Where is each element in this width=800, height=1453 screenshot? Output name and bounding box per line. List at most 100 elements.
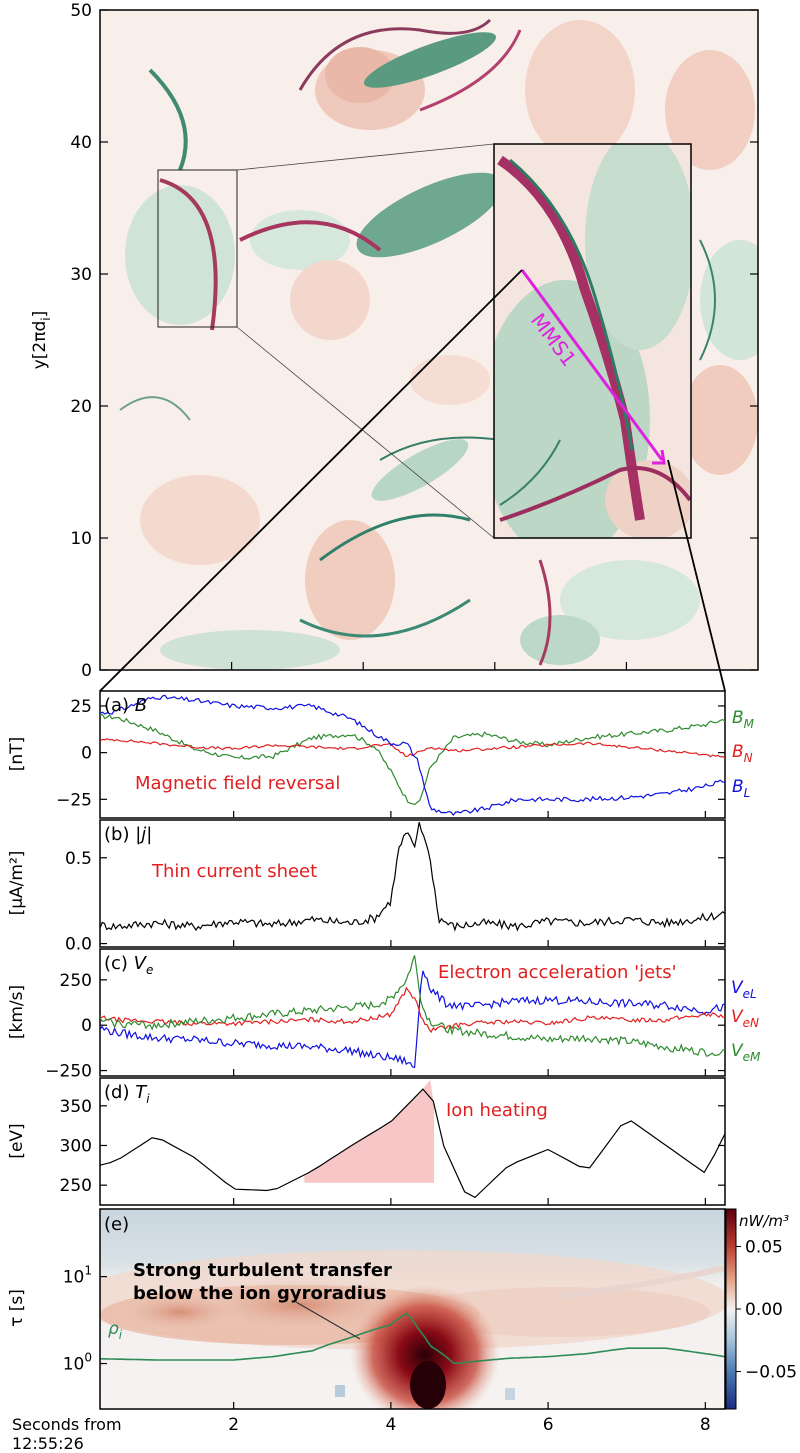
pink-structure <box>682 365 758 475</box>
ion-heating-fill <box>304 1079 435 1183</box>
green-structure <box>371 439 469 501</box>
panel-b-y-label: [μA/m²] <box>7 851 27 916</box>
y-tick-label: 250 <box>60 971 92 991</box>
zoom-inset: MMS1 <box>493 143 692 539</box>
top-y-axis-label: y[2πdi] <box>30 311 53 370</box>
panel-b-lines <box>100 821 725 932</box>
panel-b-title: (b) |j| <box>104 824 152 845</box>
panel-a-annotation: Magnetic field reversal <box>135 773 340 794</box>
simulation-panel: MMS1 0 10 20 30 40 50 y[2πdi] <box>30 1 759 692</box>
series-j-line <box>100 821 725 932</box>
panel-d-title: (d) Ti <box>104 1082 150 1106</box>
trajectory-arrowhead <box>652 449 666 465</box>
panel-c-title: (c) Ve <box>104 953 153 977</box>
rho-label: ρi <box>108 1319 123 1342</box>
panel-e: (e) Strong turbulent transfer below the … <box>7 1208 797 1410</box>
y-tick-label: 30 <box>70 265 92 285</box>
colorbar-tick-label: −0.05 <box>745 1363 797 1383</box>
pink-structure <box>140 475 260 565</box>
y-tick-label: −25 <box>56 790 92 810</box>
colorbar-ticks: 0.05 0.00 −0.05 <box>736 1238 797 1383</box>
y-tick-label: 300 <box>60 1136 92 1156</box>
panel-d-annotation: Ion heating <box>446 1100 548 1121</box>
x-tick-label: 4 <box>385 1415 396 1435</box>
y-tick-label: 0 <box>81 744 92 764</box>
green-structure <box>364 32 496 88</box>
current-sheet <box>148 68 188 171</box>
colorbar-unit: nW/m³ <box>739 1212 789 1230</box>
green-structure <box>125 185 235 325</box>
colorbar <box>725 1208 737 1410</box>
heatmap-blue-pixel <box>505 1388 515 1400</box>
panel-d-lines <box>100 1079 725 1199</box>
pink-structure <box>410 355 490 405</box>
panel-b-annotation: Thin current sheet <box>151 861 317 882</box>
pink-structure <box>665 50 755 170</box>
heatmap-hot-spot <box>350 1285 500 1409</box>
heatmap-ridge <box>559 1265 725 1299</box>
current-sheet <box>419 29 522 112</box>
x-axis-label-line2: 12:55:26 <box>12 1434 84 1453</box>
panel-a: (a) B Magnetic field reversal BM BN BL [… <box>7 690 755 819</box>
y-tick-label: 10 <box>70 529 92 549</box>
current-sheet <box>499 466 691 522</box>
series-BL-line <box>100 694 725 817</box>
current-sheet <box>319 513 471 562</box>
green-structure <box>700 240 758 360</box>
y-tick-label: 0.0 <box>65 935 92 955</box>
panel-a-legend-bn: BN <box>732 742 753 765</box>
panel-b-y-ticks: 0.5 0.0 <box>65 849 725 955</box>
panel-a-y-ticks: 25 0 −25 <box>56 697 725 810</box>
trajectory-arrow <box>520 269 664 461</box>
current-sheet <box>499 439 561 506</box>
pink-structure <box>305 520 395 640</box>
current-sheet <box>299 598 471 638</box>
panel-a-legend-bm: BM <box>732 708 755 731</box>
panel-e-heatmap <box>100 1250 725 1409</box>
panel-a-y-label: [nT] <box>7 737 27 771</box>
y-tick-exponent: 1 <box>84 1264 92 1278</box>
zoom-selection-box <box>157 169 238 328</box>
zoom-inset-frame <box>493 143 692 539</box>
panel-c-lines <box>100 955 725 1069</box>
current-sheet <box>159 178 218 331</box>
panel-a-title: (a) B <box>104 695 147 716</box>
current-sheet <box>239 220 382 252</box>
panel-e-y-label: τ [s] <box>7 1289 27 1327</box>
y-tick-label: 101 <box>63 1264 92 1288</box>
current-sheet <box>699 239 716 361</box>
y-tick-label: 350 <box>60 1097 92 1117</box>
panel-e-annotation-line2: below the ion gyroradius <box>133 1283 387 1304</box>
panel-e-annotation-line1: Strong turbulent transfer <box>133 1260 392 1281</box>
panel-c-legend-ven: VeN <box>731 1007 759 1030</box>
zoom-connector <box>236 143 495 171</box>
series-VeN-line <box>100 986 725 1034</box>
panel-c: (c) Ve Electron acceleration 'jets' VeL … <box>7 948 761 1082</box>
top-y-ticks: 0 10 20 30 40 50 <box>70 1 758 681</box>
panel-d-y-ticks: 350 300 250 <box>60 1097 725 1196</box>
current-sheet <box>497 155 645 521</box>
y-tick-label: 40 <box>70 133 92 153</box>
y-tick-label: 50 <box>70 1 92 21</box>
series-VeL-line <box>100 970 725 1069</box>
x-axis-label-line1: Seconds from <box>12 1415 122 1434</box>
panel-e-frame <box>99 1208 726 1410</box>
panel-e-annotation-pointer <box>295 1301 361 1340</box>
panel-d-y-label: [eV] <box>7 1123 27 1158</box>
green-structure <box>160 630 340 670</box>
x-tick-label: 8 <box>700 1415 711 1435</box>
series-BN-line <box>100 738 725 759</box>
y-tick-label: −250 <box>45 1062 92 1082</box>
current-sheet <box>298 18 492 91</box>
heatmap-blue-pixel <box>335 1385 345 1397</box>
funnel-line-right <box>667 459 726 692</box>
green-structure <box>356 172 504 258</box>
current-sheet <box>509 158 634 451</box>
series-Ti-line <box>100 1088 725 1199</box>
y-tick-exponent: 0 <box>84 1351 92 1365</box>
heatmap-warm <box>110 1290 250 1334</box>
y-tick-label: 25 <box>70 697 92 717</box>
panel-a-lines <box>100 694 725 817</box>
heatmap-hot-core <box>410 1361 446 1409</box>
